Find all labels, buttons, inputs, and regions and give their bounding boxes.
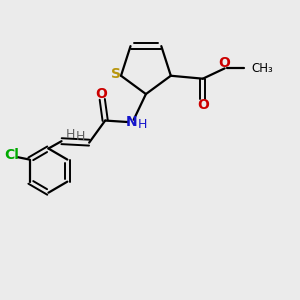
Text: O: O <box>219 56 231 70</box>
Text: N: N <box>126 115 137 129</box>
Text: O: O <box>95 87 107 101</box>
Text: H: H <box>76 130 85 143</box>
Text: Cl: Cl <box>4 148 19 162</box>
Text: CH₃: CH₃ <box>251 62 273 75</box>
Text: H: H <box>66 128 75 141</box>
Text: H: H <box>138 118 147 131</box>
Text: S: S <box>111 67 121 81</box>
Text: O: O <box>197 98 209 112</box>
